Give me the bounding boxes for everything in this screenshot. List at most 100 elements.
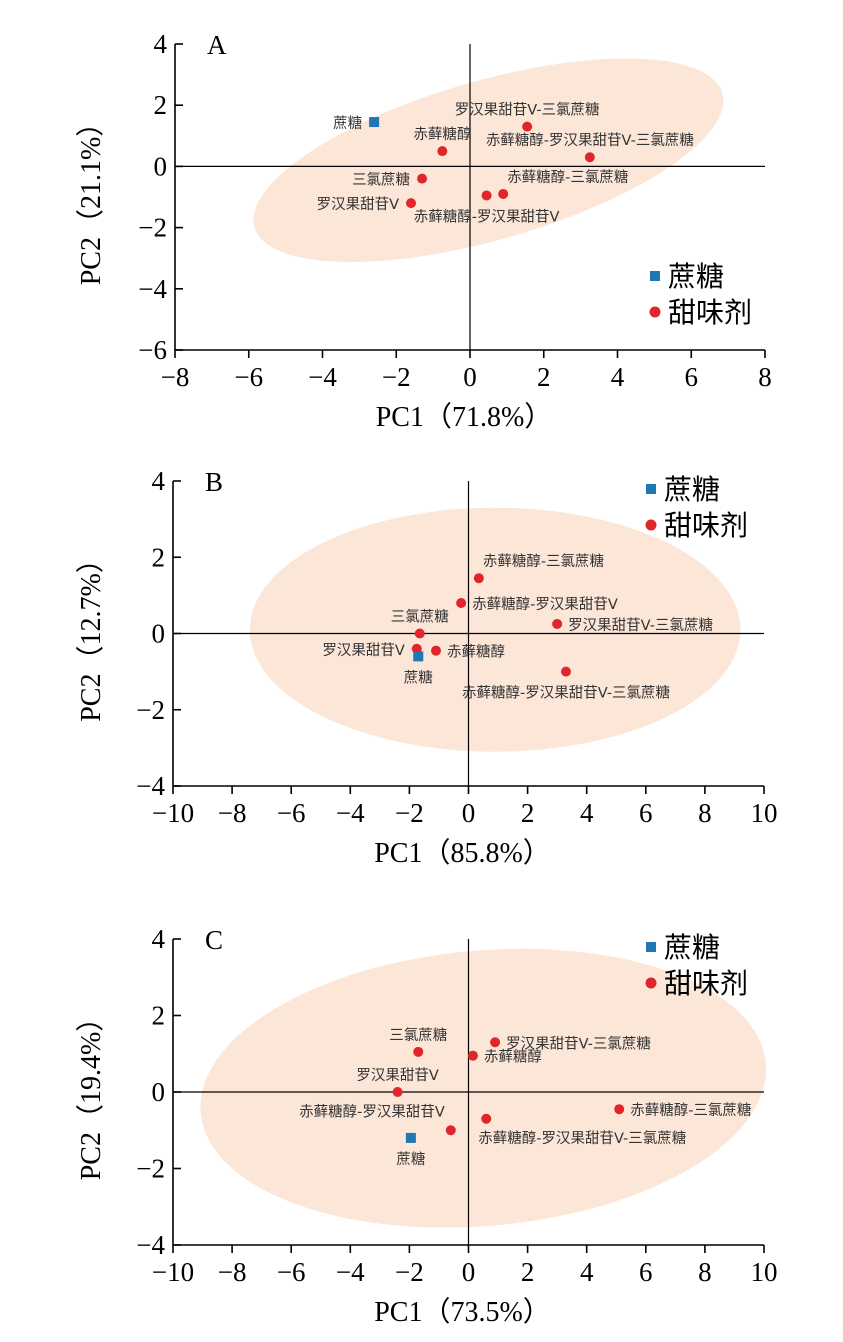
x-tick-label: −2 — [382, 362, 411, 392]
panel-letter: B — [205, 467, 223, 497]
y-tick-label: −2 — [138, 213, 167, 243]
sweetener-point — [522, 121, 533, 132]
x-tick-label: −10 — [152, 798, 194, 828]
sweetener-point — [414, 628, 425, 639]
confidence-ellipse — [200, 948, 767, 1228]
x-tick-label: −8 — [161, 362, 190, 392]
x-tick-label: −10 — [152, 1257, 194, 1287]
x-tick-label: −6 — [277, 1257, 306, 1287]
point-label: 三氯蔗糖 — [389, 1027, 447, 1044]
x-tick-label: 10 — [751, 798, 778, 828]
sweetener-point — [467, 1050, 478, 1061]
x-tick-label: 2 — [537, 362, 551, 392]
sweetener-point — [561, 666, 572, 677]
sucrose-point — [413, 651, 424, 662]
x-tick-label: 6 — [639, 798, 653, 828]
y-tick-label: −4 — [136, 771, 165, 801]
point-label: 三氯蔗糖 — [391, 609, 449, 626]
y-tick-label: 0 — [152, 1077, 166, 1107]
sweetener-point — [406, 198, 416, 209]
x-tick-label: −2 — [395, 1257, 424, 1287]
x-tick-label: 4 — [580, 798, 594, 828]
point-label: 赤藓糖醇-罗汉果甜苷V — [414, 208, 560, 225]
x-tick-label: −4 — [308, 362, 337, 392]
x-tick-label: 4 — [580, 1257, 594, 1287]
y-tick-label: −2 — [136, 1154, 165, 1184]
point-label: 赤藓糖醇-罗汉果甜苷V-三氯蔗糖 — [462, 685, 670, 702]
x-tick-label: 8 — [698, 1257, 712, 1287]
point-label: 三氯蔗糖 — [352, 172, 410, 189]
panel-b: −10 −8 −6 −4 −2 0 2 4 6 8 10 −4 −2 0 2 4 PC1（85.8%） PC2（1… — [75, 466, 778, 869]
y-tick-label: −4 — [136, 1230, 165, 1260]
y-tick-label: 4 — [152, 924, 166, 954]
y-tick-label: 2 — [152, 1001, 166, 1031]
legend-label: 蔗糖 — [668, 260, 724, 293]
x-tick-label: 2 — [521, 1257, 535, 1287]
sweetener-point — [417, 173, 428, 184]
point-label: 赤藓糖醇 — [484, 1049, 542, 1066]
panel-a: −8 −6 −4 −2 0 2 4 6 8−6−4−2024PC1（71.8%）PC2（21.1… — [75, 29, 772, 433]
sweetener-point — [445, 1125, 456, 1136]
sweetener-point — [473, 573, 484, 584]
x-tick-label: −8 — [218, 1257, 247, 1287]
x-tick-label: 6 — [639, 1257, 653, 1287]
sweetener-point — [437, 146, 448, 157]
legend-circle-icon — [645, 977, 657, 989]
sweetener-point — [411, 643, 422, 654]
x-tick-label: 2 — [521, 798, 535, 828]
y-axis-label: PC2（19.4%） — [75, 1004, 107, 1181]
point-label: 蔗糖 — [396, 1151, 425, 1168]
point-label: 赤藓糖醇-罗汉果甜苷V-三氯蔗糖 — [478, 1130, 686, 1147]
y-tick-label: 4 — [152, 466, 166, 496]
legend-label: 甜味剂 — [664, 967, 748, 1000]
panel-c: −10 −8 −6 −4 −2 0 2 4 6 8 10 −4 −2 0 2 4 PC1（73.5%） PC2（1… — [75, 924, 778, 1328]
point-label: 赤藓糖醇-三氯蔗糖 — [483, 553, 604, 570]
legend-circle-icon — [649, 306, 661, 318]
x-tick-label: 4 — [611, 362, 625, 392]
x-tick-label: 0 — [462, 1257, 476, 1287]
x-tick-label: −2 — [395, 798, 424, 828]
point-label: 蔗糖 — [404, 669, 433, 686]
panel-letter: C — [205, 925, 223, 955]
x-tick-label: 0 — [462, 798, 476, 828]
legend-square-icon — [646, 484, 656, 494]
legend-label: 甜味剂 — [664, 509, 748, 542]
point-label: 赤藓糖醇-三氯蔗糖 — [507, 169, 628, 186]
x-tick-label: −4 — [336, 798, 365, 828]
point-label: 赤藓糖醇 — [413, 126, 471, 143]
y-axis-label: PC2（21.1%） — [75, 109, 107, 286]
sweetener-point — [481, 1113, 492, 1124]
legend-square-icon — [650, 271, 660, 281]
sweetener-point — [552, 618, 563, 629]
point-label: 罗汉果甜苷V — [317, 196, 399, 213]
legend-label: 蔗糖 — [664, 473, 720, 506]
legend-label: 蔗糖 — [664, 931, 720, 964]
y-tick-label: −4 — [138, 274, 167, 304]
x-tick-label: 0 — [463, 362, 477, 392]
y-tick-label: −2 — [136, 695, 165, 725]
point-label: 赤藓糖醇 — [447, 644, 505, 661]
confidence-ellipse — [249, 507, 741, 752]
x-axis-label: PC1（73.5%） — [374, 1296, 551, 1328]
x-tick-label: −8 — [218, 798, 247, 828]
x-axis-label: PC1（71.8%） — [376, 401, 553, 433]
point-label: 罗汉果甜苷V — [356, 1067, 438, 1084]
y-tick-label: 2 — [152, 542, 166, 572]
point-label: 罗汉果甜苷V-三氯蔗糖 — [455, 102, 600, 119]
x-axis-label: PC1（85.8%） — [374, 837, 551, 869]
point-label: 罗汉果甜苷V-三氯蔗糖 — [506, 1035, 651, 1052]
point-label: 赤藓糖醇-罗汉果甜苷V — [472, 596, 618, 613]
confidence-ellipse — [253, 58, 724, 263]
y-tick-label: 0 — [152, 619, 166, 649]
x-tick-label: 8 — [758, 362, 772, 392]
legend-square-icon — [646, 942, 656, 952]
x-tick-label: 8 — [698, 798, 712, 828]
sweetener-point — [430, 645, 441, 656]
point-label: 罗汉果甜苷V — [322, 642, 404, 659]
point-label: 赤藓糖醇-罗汉果甜苷V-三氯蔗糖 — [486, 132, 694, 149]
y-tick-label: −6 — [138, 335, 167, 365]
sucrose-point — [369, 117, 380, 128]
point-label: 罗汉果甜苷V-三氯蔗糖 — [568, 617, 713, 634]
y-tick-label: 0 — [154, 151, 168, 181]
